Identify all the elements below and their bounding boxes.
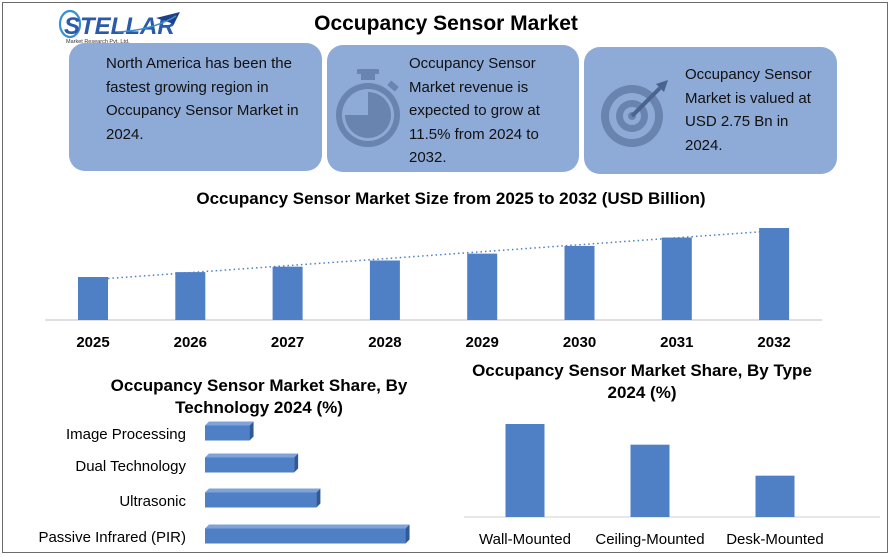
bar-wall-mounted	[505, 424, 545, 517]
x-tick-label: 2031	[660, 334, 693, 351]
info-card-text: Occupancy Sensor Market is valued at USD…	[685, 66, 812, 154]
x-tick-label: 2027	[271, 334, 304, 351]
bar-2028	[369, 260, 400, 320]
type-chart-title: Occupancy Sensor Market Share, By Type 2…	[472, 361, 812, 402]
technology-chart-title: Occupancy Sensor Market Share, By Techno…	[110, 376, 408, 417]
info-card-text: Occupancy Sensor Market revenue is expec…	[409, 55, 540, 166]
category-label: Desk-Mounted	[726, 531, 824, 548]
bar-side-face	[405, 524, 410, 544]
stellar-logo: STELLAR Market Research Pvt. Ltd.	[58, 8, 188, 46]
bar-2032	[759, 228, 790, 320]
trend-line	[80, 230, 775, 282]
market-size-chart: 2025 2026 2027 2028 2029 2030 2031 2032	[45, 228, 822, 351]
logo-tagline: Market Research Pvt. Ltd.	[66, 39, 130, 45]
bar-2031	[661, 237, 692, 320]
info-card-value: Occupancy Sensor Market is valued at USD…	[584, 47, 837, 174]
category-label: Image Processing	[66, 426, 186, 443]
x-tick-label: 2030	[563, 334, 596, 351]
bar-2029	[467, 253, 498, 320]
bar-2025	[78, 277, 108, 320]
info-card-growth: Occupancy Sensor Market revenue is expec…	[327, 45, 579, 172]
logo-brand: STELLAR	[64, 13, 175, 40]
bar-side-face	[316, 488, 321, 508]
bar-top-face	[205, 524, 410, 529]
x-tick-label: 2028	[368, 334, 401, 351]
info-card-text: North America has been the fastest growi…	[106, 55, 299, 143]
x-tick-label: 2025	[76, 334, 109, 351]
bar-desk-mounted	[755, 475, 795, 517]
market-size-chart-title: Occupancy Sensor Market Size from 2025 t…	[196, 189, 706, 208]
x-tick-label: 2029	[466, 334, 499, 351]
bar-side-face	[249, 421, 254, 441]
bar-image-processing	[205, 425, 250, 441]
category-label: Wall-Mounted	[479, 531, 571, 548]
bar-side-face	[294, 453, 299, 473]
stopwatch-icon	[332, 69, 404, 159]
type-share-chart: Wall-Mounted Ceiling-Mounted Desk-Mounted	[464, 424, 880, 548]
page-title: Occupancy Sensor Market	[314, 12, 578, 35]
category-label: Ultrasonic	[119, 493, 186, 510]
target-icon	[598, 80, 674, 158]
bar-2026	[175, 272, 206, 320]
technology-share-chart: Image Processing Dual Technology Ultrasoni…	[38, 421, 410, 546]
bar-2030	[564, 245, 595, 320]
bar-ceiling-mounted	[630, 444, 670, 517]
bar-top-face	[205, 453, 299, 458]
bar-top-face	[205, 421, 254, 426]
bar-top-face	[205, 488, 321, 493]
category-label: Passive Infrared (PIR)	[38, 529, 186, 546]
bar-dual-technology	[205, 457, 295, 473]
x-tick-label: 2032	[757, 334, 790, 351]
bar-ultrasonic	[205, 492, 317, 508]
category-label: Ceiling-Mounted	[595, 531, 704, 548]
category-label: Dual Technology	[75, 458, 186, 475]
x-tick-label: 2026	[174, 334, 207, 351]
bar-passive-infrared-pir-	[205, 528, 406, 544]
info-card-region: North America has been the fastest growi…	[69, 43, 322, 171]
bar-2027	[272, 266, 303, 320]
